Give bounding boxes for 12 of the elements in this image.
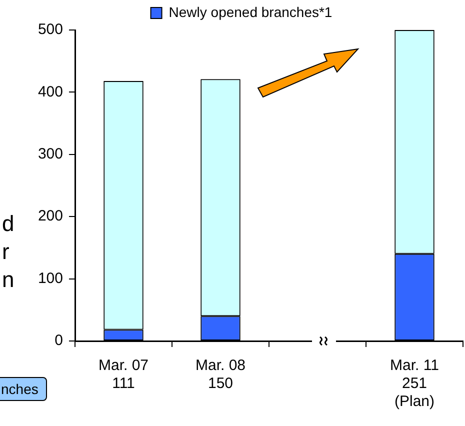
x-tick-label: Mar. 08 150 bbox=[195, 357, 246, 392]
text: d r n bbox=[2, 210, 14, 294]
y-tick-label: 200 bbox=[38, 208, 63, 225]
y-tick-label: 100 bbox=[38, 270, 63, 287]
text: nches bbox=[0, 377, 48, 401]
y-tick-label: 300 bbox=[38, 146, 63, 163]
y-tick-label: 0 bbox=[54, 332, 63, 350]
legend-label: Newly opened branches*1 bbox=[168, 4, 332, 20]
x-tick-label: Mar. 11 251 (Plan) bbox=[390, 357, 439, 410]
y-tick-label: 500 bbox=[38, 21, 63, 38]
x-tick-label: Mar. 07 111 bbox=[98, 357, 149, 392]
y-tick-label: 400 bbox=[38, 83, 63, 100]
